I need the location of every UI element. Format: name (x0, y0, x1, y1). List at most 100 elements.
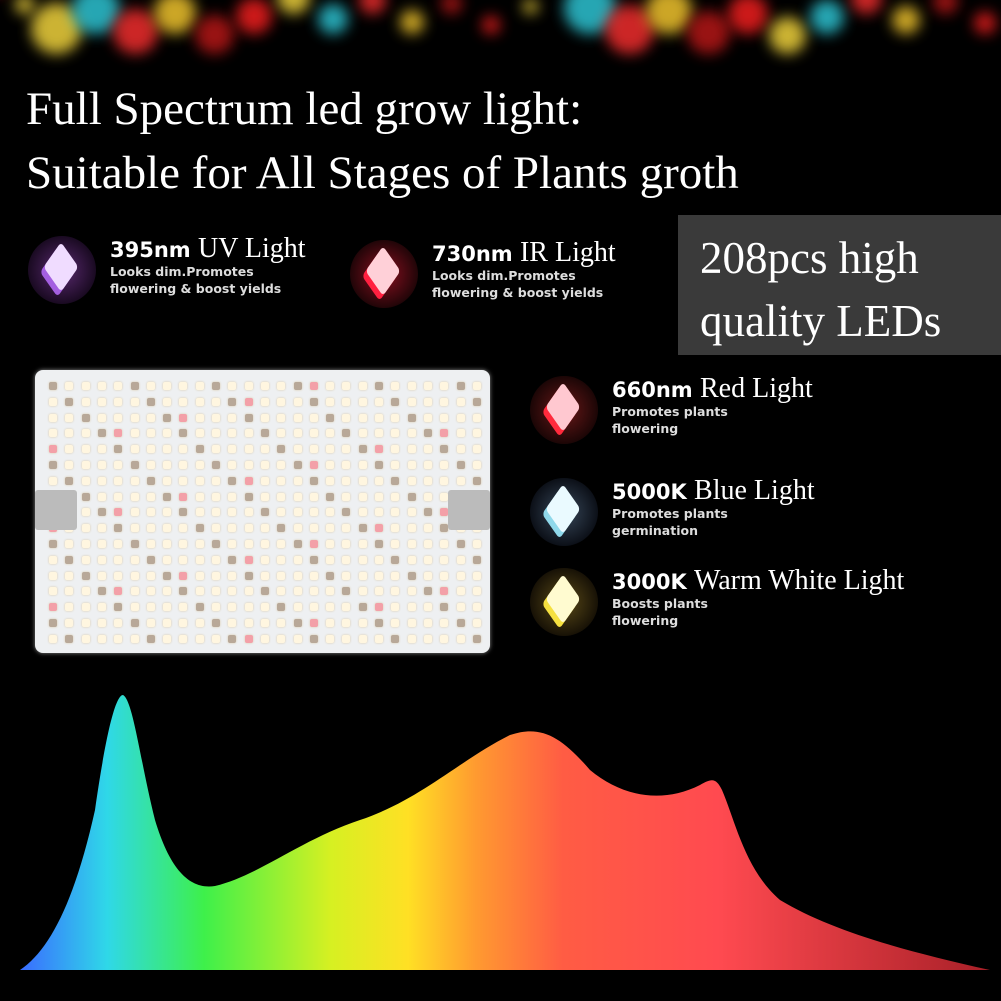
led-dot (195, 508, 204, 517)
led-dot (293, 413, 302, 422)
feature-value: 660nm (612, 378, 693, 402)
led-dot (277, 603, 286, 612)
led-dot (130, 476, 139, 485)
led-dot (244, 461, 253, 469)
led-dot (195, 540, 204, 548)
led-dot (423, 413, 432, 422)
led-dot (260, 603, 269, 612)
badge-line-2: quality LEDs (700, 296, 942, 346)
mounting-bracket-left (35, 490, 77, 530)
led-dot (114, 619, 123, 627)
led-dot (358, 587, 367, 596)
led-dot (65, 445, 74, 454)
led-dot (179, 445, 188, 454)
led-dot (163, 634, 172, 643)
bokeh-light (810, 0, 844, 34)
led-dot (179, 603, 188, 612)
led-dot (65, 555, 74, 564)
led-dot (65, 413, 74, 422)
led-dot (472, 445, 481, 454)
bokeh-light (400, 10, 424, 34)
led-dot (212, 524, 220, 533)
led-dot (179, 413, 188, 422)
led-dot (146, 413, 155, 422)
led-dot (179, 382, 188, 390)
led-dot (309, 445, 318, 454)
led-dot (65, 461, 74, 469)
led-dot (97, 476, 106, 485)
feature-label: Warm White Light (694, 565, 905, 596)
led-dot (391, 603, 400, 612)
led-dot (195, 413, 204, 422)
bokeh-light (277, 0, 310, 14)
led-dot (179, 476, 188, 485)
led-dot (146, 508, 155, 517)
led-dot (423, 492, 432, 501)
led-dot (260, 397, 269, 406)
led-dot (423, 382, 432, 390)
led-dot (244, 524, 253, 533)
led-dot (195, 397, 204, 406)
led-dot (179, 587, 188, 596)
led-dot (49, 571, 57, 580)
led-dot (440, 587, 449, 596)
led-dot (375, 524, 383, 533)
bokeh-light (728, 0, 768, 34)
led-dot (358, 524, 367, 533)
led-dot (472, 571, 481, 580)
feature-desc: flowering (612, 421, 679, 436)
led-dot (342, 555, 351, 564)
led-dot (212, 413, 220, 422)
led-dot (81, 413, 90, 422)
led-dot (309, 619, 318, 627)
led-dot (440, 382, 449, 390)
led-dot (342, 382, 351, 390)
led-dot (293, 461, 302, 469)
led-dot (326, 571, 335, 580)
led-dot (423, 524, 432, 533)
led-dot (65, 540, 74, 548)
led-dot (97, 382, 106, 390)
led-dot (195, 476, 204, 485)
led-dot (342, 492, 351, 501)
led-board-image (35, 370, 490, 653)
led-dot (179, 634, 188, 643)
led-dot (97, 413, 106, 422)
led-dot (244, 634, 253, 643)
led-dot (440, 508, 449, 517)
led-dot (244, 587, 253, 596)
led-dot (97, 571, 106, 580)
led-dot (49, 555, 57, 564)
led-dot (375, 619, 383, 627)
led-dot (440, 397, 449, 406)
led-dot (326, 445, 335, 454)
led-dot (49, 634, 57, 643)
led-dot (130, 508, 139, 517)
led-dot (146, 492, 155, 501)
led-dot (456, 397, 465, 406)
led-dot (375, 397, 383, 406)
led-dot (277, 492, 286, 501)
led-dot (358, 603, 367, 612)
feature-value: 730nm (432, 242, 513, 266)
led-dot (65, 429, 74, 438)
feature-value: 395nm (110, 238, 191, 262)
led-dot (228, 429, 237, 438)
led-dot (130, 413, 139, 422)
led-dot (49, 461, 57, 469)
feature-desc: Looks dim.Promotes (432, 268, 576, 283)
led-dot (391, 587, 400, 596)
led-dot (391, 492, 400, 501)
led-dot (260, 571, 269, 580)
led-dot (163, 476, 172, 485)
led-dot (407, 555, 416, 564)
led-dot (277, 508, 286, 517)
led-dot (114, 540, 123, 548)
led-dot (130, 555, 139, 564)
led-dot (114, 555, 123, 564)
led-dot (65, 397, 74, 406)
led-dot (277, 540, 286, 548)
feature-desc: germination (612, 523, 698, 538)
led-dot (326, 382, 335, 390)
led-dot (163, 555, 172, 564)
